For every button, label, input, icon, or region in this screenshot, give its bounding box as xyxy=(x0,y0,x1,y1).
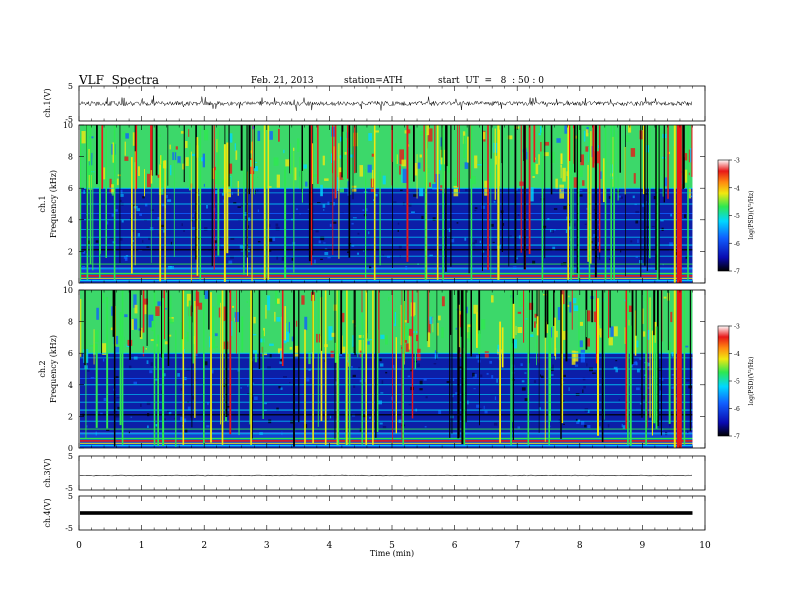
waveform-panel-ch1: 5 -5 ch.1(V) xyxy=(43,82,706,124)
cb1-ticks-label-1: -4 xyxy=(734,185,740,192)
time-tick-label-3: 3 xyxy=(264,541,270,551)
date-label: Feb. 21, 2013 xyxy=(251,76,314,86)
spec1-no-data xyxy=(692,125,705,283)
spec2-no-data xyxy=(692,290,705,448)
figure-title: VLF Spectra xyxy=(79,73,160,87)
cb2-ticks-label-3: -6 xyxy=(734,406,740,413)
cb1-ticks-label-3: -6 xyxy=(734,241,740,248)
spec1-ticks-label-4: 8 xyxy=(68,153,73,162)
spec2-ylabel: Frequency (kHz) xyxy=(49,335,58,403)
time-tick-label-10: 10 xyxy=(699,541,711,551)
colorbar-ch1: -3 -4 -5 -6 -7 log(PSD)(V²/Hz) xyxy=(717,158,755,276)
spec2-ticks-label-2: 4 xyxy=(68,381,73,390)
time-tick-label-6: 6 xyxy=(452,541,458,551)
spec2-sferics xyxy=(80,290,691,448)
spec2-ylabel-top: ch.2 xyxy=(38,360,47,377)
wf3-tick-top: 5 xyxy=(68,452,73,461)
spectrogram-panel-ch1: 0 2 4 6 8 10 ch.1 Frequency (kHz) xyxy=(38,121,706,288)
cb1-ticks-label-0: -3 xyxy=(734,158,740,165)
spec2-ticks-label-0: 0 xyxy=(68,444,73,453)
wf4-tick-bottom: -5 xyxy=(65,524,73,533)
wf4-tick-top: 5 xyxy=(68,492,73,501)
wf3-ylabel: ch.3(V) xyxy=(43,458,52,487)
spec2-ticks-label-5: 10 xyxy=(63,286,73,295)
wf1-tick-top: 5 xyxy=(68,82,73,91)
waveform-panel-ch3: 5 -5 ch.3(V) xyxy=(43,452,706,493)
station-label: station=ATH xyxy=(344,76,403,86)
waveform-panel-ch4: 5 -5 ch.4(V) xyxy=(43,492,706,533)
wf1-tick-bottom: -5 xyxy=(65,115,73,124)
cb1-ticks-label-2: -5 xyxy=(734,213,740,220)
wf4-ylabel: ch.4(V) xyxy=(43,498,52,527)
spec2-ticks-label-3: 6 xyxy=(68,349,73,358)
cb2-ticks-label-0: -3 xyxy=(734,324,740,331)
spectrogram-panel-ch2: 0 2 4 6 8 10 ch.2 Frequency (kHz) xyxy=(38,286,706,453)
spec1-ticks-label-2: 4 xyxy=(68,216,73,225)
time-tick-label-1: 1 xyxy=(139,541,145,551)
colorbar-ch1-label: log(PSD)(V²/Hz) xyxy=(748,191,755,240)
wf3-trace xyxy=(79,474,693,477)
spec1-ticks-label-5: 10 xyxy=(63,121,73,130)
time-axis: 0 1 2 3 4 5 6 7 8 9 10 xyxy=(76,86,711,551)
spec1-ticks-label-3: 6 xyxy=(68,184,73,193)
start-time-label: start UT = 8 : 50 : 0 xyxy=(438,76,544,86)
spec1-emission-lines xyxy=(80,187,693,282)
time-tick-label-0: 0 xyxy=(76,541,82,551)
spec2-ticks-label-1: 2 xyxy=(68,412,73,421)
time-axis-label: Time (min) xyxy=(370,549,414,558)
time-tick-label-5: 5 xyxy=(389,541,395,551)
time-tick-label-8: 8 xyxy=(577,541,583,551)
spec1-ticks-label-1: 2 xyxy=(68,247,73,256)
cb2-ticks-label-4: -7 xyxy=(734,434,740,441)
wf3-tick-bottom: -5 xyxy=(65,484,73,493)
wf4-trace xyxy=(80,511,693,515)
time-tick-label-7: 7 xyxy=(514,541,520,551)
time-tick-label-9: 9 xyxy=(640,541,646,551)
cb2-ticks-label-1: -4 xyxy=(734,351,740,358)
cb1-ticks-label-4: -7 xyxy=(734,269,740,276)
spec2-ticks-label-4: 8 xyxy=(68,318,73,327)
spec1-ylabel-top: ch.1 xyxy=(38,195,47,212)
spec1-ylabel: Frequency (kHz) xyxy=(49,170,58,238)
cb2-ticks-label-2: -5 xyxy=(734,379,740,386)
colorbar-ch2-label: log(PSD)(V²/Hz) xyxy=(748,357,755,406)
time-tick-label-2: 2 xyxy=(201,541,207,551)
wf1-trace xyxy=(79,95,693,111)
spec1-sferics xyxy=(80,125,693,283)
wf1-ylabel: ch.1(V) xyxy=(43,88,52,117)
spec1-ticks-label-0: 0 xyxy=(68,279,73,288)
time-tick-label-4: 4 xyxy=(327,541,333,551)
spec2-emission-lines xyxy=(80,352,693,447)
colorbar-ch2: -3 -4 -5 -6 -7 log(PSD)(V²/Hz) xyxy=(717,324,755,441)
